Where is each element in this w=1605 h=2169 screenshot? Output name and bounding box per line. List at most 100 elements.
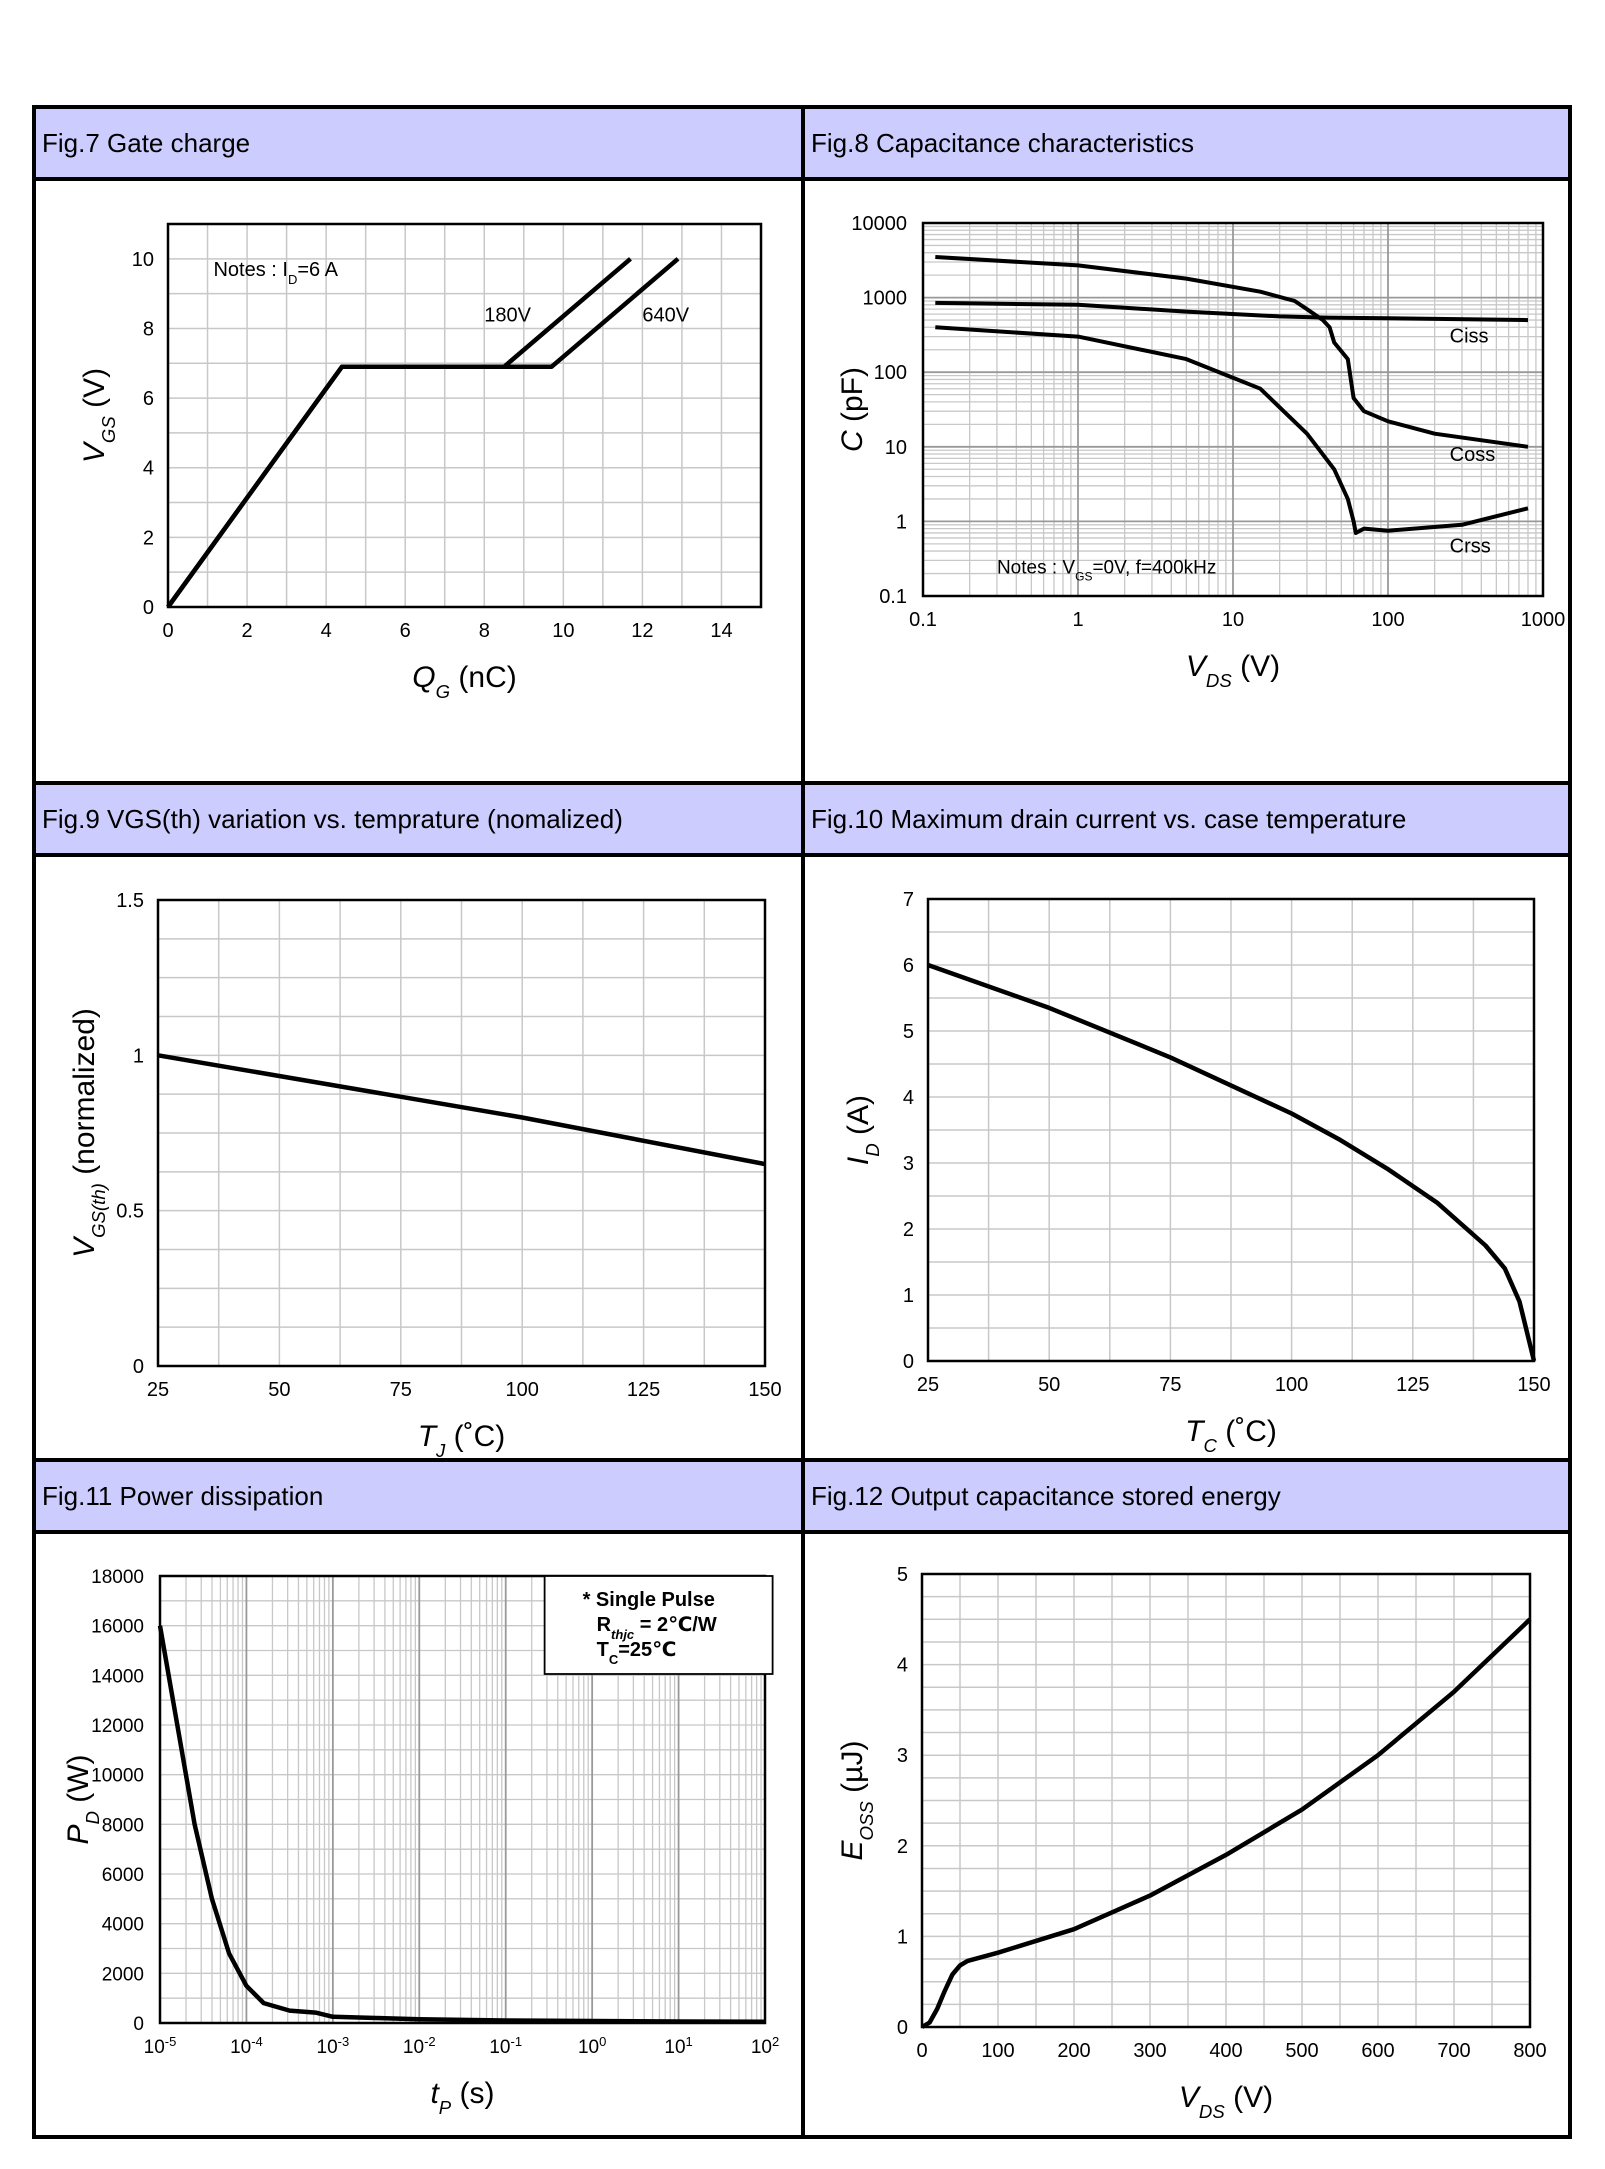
fig11-ytick-label: 14000 (91, 1666, 144, 1687)
fig12-ytick-label: 0 (897, 2017, 908, 2039)
fig7-chart: 0 2 4 6 8 10 12 14 0 2 4 6 8 10 QG (nC) VGS (V) Notes : … (78, 222, 763, 702)
fig7-ytick-label: 8 (143, 318, 154, 340)
fig11-ytick-label: 10000 (91, 1766, 144, 1787)
fig9-ylabel: VGS(th) (normalized) (68, 1008, 109, 1258)
fig10-panel: Fig.10 Maximum drain current vs. case te… (805, 785, 1568, 1458)
fig7-xtick-label: 6 (400, 620, 411, 642)
fig9-ytick-label: 0.5 (116, 1201, 144, 1223)
fig11-ytick-label: 4000 (102, 1915, 144, 1936)
row-divider-2 (36, 1458, 1568, 1462)
fig12-xtick-label: 0 (916, 2040, 927, 2062)
fig12-ytick-label: 1 (897, 1926, 908, 1948)
fig12-ylabel: EOSS (µJ) (836, 1741, 877, 1861)
fig8-xlabel: VDS (V) (1186, 650, 1280, 691)
fig7-xtick-label: 10 (552, 620, 574, 642)
fig10-chart: 25 50 75 100 125 150 0 1 2 3 4 5 6 7 TC (˚C) ID (A) (842, 889, 1551, 1456)
fig9-panel: Fig.9 VGS(th) variation vs. temprature (… (36, 785, 801, 1458)
fig10-xtick-label: 50 (1038, 1374, 1060, 1396)
fig11-plot-frame (158, 1574, 767, 2025)
fig8-series-label-1: Coss (1450, 444, 1496, 466)
fig10-series-0 (927, 962, 1537, 1362)
fig7-ytick-label: 2 (143, 527, 154, 549)
fig11-xtick-label: 10-2 (403, 2034, 436, 2059)
fig10-xlabel: TC (˚C) (1185, 1415, 1277, 1456)
fig12-xtick-label: 700 (1437, 2040, 1470, 2062)
row-divider-1 (36, 781, 1568, 785)
fig10-ytick-label: 3 (903, 1153, 914, 1175)
fig11-xtick-label: 10-5 (144, 2034, 177, 2059)
fig11-legend-line3: TC=25℃ (597, 1639, 677, 1667)
fig10-ytick-label: 1 (903, 1285, 914, 1307)
fig11-ytick-label: 6000 (102, 1865, 144, 1886)
column-divider (801, 109, 805, 2135)
fig10-xtick-label: 125 (1396, 1374, 1429, 1396)
fig10-xtick-label: 75 (1159, 1374, 1181, 1396)
fig8-xtick-label: 0.1 (909, 609, 937, 631)
fig10-title: Fig.10 Maximum drain current vs. case te… (805, 785, 1568, 857)
fig11-chart: 10-5 10-4 10-3 10-2 10-1 100 101 102 0 2000 4000 60… (62, 1567, 779, 2118)
fig9-title: Fig.9 VGS(th) variation vs. temprature (… (36, 785, 801, 857)
fig9-xtick-label: 75 (390, 1379, 412, 1401)
fig8-ytick-label: 100 (874, 362, 907, 384)
fig7-ytick-label: 4 (143, 458, 154, 480)
fig12-xtick-label: 800 (1513, 2040, 1546, 2062)
fig11-xlabel: tP (s) (430, 2077, 494, 2118)
fig11-legend-line2: Rthjc = 2℃/W (597, 1614, 717, 1642)
fig8-ytick-label: 10 (885, 437, 907, 459)
fig7-ytick-label: 0 (143, 597, 154, 619)
fig12-ytick-label: 2 (897, 1836, 908, 1858)
fig12-chart: 0 100 200 300 400 500 600 700 800 0 1 2 3 4 5 VDS (V) EO… (836, 1564, 1547, 2122)
fig11-xtick-label: 101 (664, 2034, 692, 2059)
fig12-xlabel: VDS (V) (1179, 2081, 1273, 2122)
fig12-series-0 (920, 1617, 1532, 2029)
fig11-xtick-label: 10-1 (489, 2034, 522, 2059)
fig11-xtick-label: 10-3 (317, 2034, 350, 2059)
fig8-chart: 0.1 1 10 100 1000 0.1 1 10 100 1000 10000 Ciss Coss C… (836, 213, 1565, 691)
fig9-xtick-label: 25 (147, 1379, 169, 1401)
fig8-ytick-label: 1000 (863, 288, 908, 310)
fig9-xtick-label: 150 (748, 1379, 781, 1401)
fig8-plot-frame (921, 221, 1545, 598)
fig7-xtick-label: 14 (710, 620, 732, 642)
fig8-ytick-label: 1 (896, 511, 907, 533)
fig7-title: Fig.7 Gate charge (36, 109, 801, 181)
fig7-ylabel: VGS (V) (78, 368, 119, 463)
fig7-xtick-label: 4 (321, 620, 332, 642)
fig11-xtick-label: 102 (751, 2034, 779, 2059)
fig8-xtick-label: 100 (1371, 609, 1404, 631)
fig10-ytick-label: 5 (903, 1021, 914, 1043)
fig12-xtick-label: 300 (1133, 2040, 1166, 2062)
fig8-note: Notes : VGS=0V, f=400kHz (997, 558, 1216, 584)
fig8-ytick-label: 0.1 (879, 586, 907, 608)
fig7-xtick-label: 0 (162, 620, 173, 642)
fig9-xtick-label: 50 (268, 1379, 290, 1401)
fig11-ytick-label: 2000 (102, 1964, 144, 1985)
fig10-ytick-label: 6 (903, 955, 914, 977)
fig8-series-label-0: Ciss (1450, 326, 1489, 348)
fig11-ytick-label: 18000 (91, 1567, 144, 1588)
fig9-plot-frame (156, 898, 767, 1368)
fig7-xlabel: QG (nC) (412, 661, 516, 702)
fig7-panel: Fig.7 Gate charge 0 2 4 6 8 10 12 14 0 2 4 6 8 10 QG (… (36, 109, 801, 781)
fig11-xtick-label: 100 (578, 2034, 606, 2059)
fig11-ytick-label: 8000 (102, 1815, 144, 1836)
fig11-title: Fig.11 Power dissipation (36, 1462, 801, 1534)
fig11-series-0 (157, 1625, 766, 2025)
fig9-xlabel: TJ (˚C) (418, 1420, 506, 1458)
fig11-ytick-label: 16000 (91, 1617, 144, 1638)
fig12-panel: Fig.12 Output capacitance stored energy … (805, 1462, 1568, 2135)
fig7-xtick-label: 2 (242, 620, 253, 642)
fig8-xtick-label: 10 (1222, 609, 1244, 631)
fig12-xtick-label: 500 (1285, 2040, 1318, 2062)
fig8-series-label-2: Crss (1450, 536, 1491, 558)
fig8-series-0 (935, 300, 1529, 323)
fig12-ytick-label: 4 (897, 1655, 908, 1677)
fig11-legend-line1: * Single Pulse (583, 1589, 715, 1611)
fig10-xtick-label: 100 (1275, 1374, 1308, 1396)
fig9-series-0 (157, 1053, 766, 1167)
fig8-series-1 (935, 255, 1529, 449)
fig7-plot-frame (166, 222, 763, 609)
fig9-ytick-label: 1.5 (116, 890, 144, 912)
fig12-plot-frame (920, 1572, 1532, 2029)
fig10-ytick-label: 4 (903, 1087, 914, 1109)
